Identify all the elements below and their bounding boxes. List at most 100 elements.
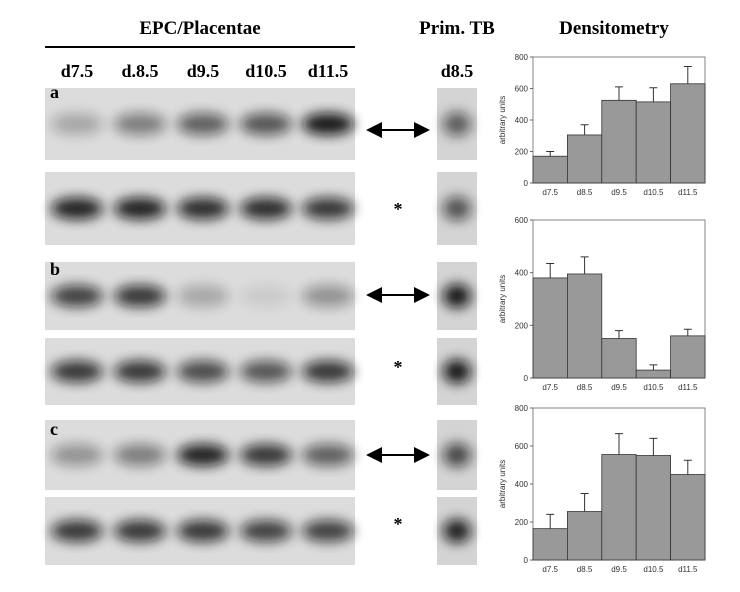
bar [670, 474, 706, 561]
bar [670, 335, 706, 379]
lane-label: d10.5 [245, 61, 287, 81]
x-tick-label: d7.5 [542, 188, 558, 197]
x-tick-label: d11.5 [678, 188, 698, 197]
x-tick-label: d10.5 [643, 188, 664, 197]
band [443, 196, 471, 221]
band [177, 113, 229, 135]
band [443, 359, 471, 384]
band [443, 443, 471, 467]
blots [45, 88, 477, 565]
error-bar [683, 459, 692, 475]
bar [601, 454, 637, 561]
band [240, 285, 292, 307]
band [302, 360, 354, 383]
bar [567, 273, 603, 379]
bar [532, 155, 568, 184]
band [302, 113, 354, 135]
y-tick-label: 400 [515, 269, 529, 278]
band [114, 360, 166, 383]
error-bar [580, 256, 589, 274]
bar [635, 369, 672, 379]
error-bar [546, 262, 555, 278]
bar [635, 101, 672, 184]
band [240, 520, 292, 542]
y-tick-label: 600 [515, 85, 529, 94]
error-bar [683, 65, 692, 84]
x-tick-label: d7.5 [542, 383, 558, 392]
x-tick-label: d8.5 [577, 565, 593, 574]
x-tick-label: d9.5 [611, 565, 627, 574]
y-axis-label: arbitrary units [498, 96, 507, 144]
error-bar [580, 124, 589, 135]
band [240, 197, 292, 220]
lane-label: d8.5 [441, 61, 474, 81]
bar [670, 83, 706, 184]
band [51, 113, 103, 135]
error-bar [546, 513, 555, 529]
y-tick-label: 400 [515, 480, 529, 489]
band [177, 197, 229, 220]
y-tick-label: 600 [515, 216, 529, 225]
x-tick-label: d9.5 [611, 383, 627, 392]
marker: * [394, 199, 403, 219]
band [177, 285, 229, 307]
band [240, 360, 292, 383]
panel-letter: b [50, 259, 60, 279]
y-tick-label: 0 [524, 179, 529, 188]
x-tick-label: d10.5 [643, 383, 664, 392]
lane-label: d9.5 [187, 61, 220, 81]
error-bar [649, 87, 658, 102]
bar [567, 511, 603, 561]
panel-letter: a [50, 82, 59, 102]
band [51, 520, 103, 542]
y-tick-label: 0 [524, 556, 529, 565]
band [302, 444, 354, 466]
band [443, 519, 471, 543]
band [51, 197, 103, 220]
header: EPC/Placentae [139, 18, 260, 39]
arrows [366, 122, 430, 463]
band [240, 113, 292, 135]
y-tick-label: 800 [515, 404, 529, 413]
band [240, 444, 292, 466]
lane-label: d.8.5 [121, 61, 158, 81]
marker: * [394, 514, 403, 534]
band [177, 444, 229, 466]
y-axis-label: arbitrary units [498, 460, 507, 508]
bar [532, 277, 568, 379]
band [114, 197, 166, 220]
band [177, 520, 229, 542]
header: Densitometry [559, 18, 669, 39]
band [177, 360, 229, 383]
x-tick-label: d11.5 [678, 565, 698, 574]
x-tick-label: d10.5 [643, 565, 664, 574]
band [302, 520, 354, 542]
band [114, 520, 166, 542]
error-bar [546, 151, 555, 157]
bar [601, 99, 637, 184]
error-bar [615, 86, 623, 101]
x-tick-label: d9.5 [611, 188, 627, 197]
y-tick-label: 600 [515, 442, 529, 451]
y-axis-label: arbitrary units [498, 275, 507, 323]
band [443, 112, 471, 136]
lane-label: d11.5 [308, 61, 349, 81]
bar [601, 338, 637, 379]
band [114, 113, 166, 135]
bar [635, 455, 672, 561]
y-tick-label: 200 [515, 148, 529, 157]
x-tick-label: d8.5 [577, 188, 593, 197]
lane-label: d7.5 [61, 61, 94, 81]
y-tick-label: 800 [515, 53, 529, 62]
error-bar [683, 328, 692, 336]
bar [567, 134, 603, 184]
band [51, 285, 103, 307]
header: Prim. TB [419, 18, 495, 39]
x-tick-label: d8.5 [577, 383, 593, 392]
x-tick-label: d11.5 [678, 383, 698, 392]
y-tick-label: 400 [515, 116, 529, 125]
band [51, 444, 103, 466]
error-bar [615, 433, 623, 455]
band [302, 197, 354, 220]
